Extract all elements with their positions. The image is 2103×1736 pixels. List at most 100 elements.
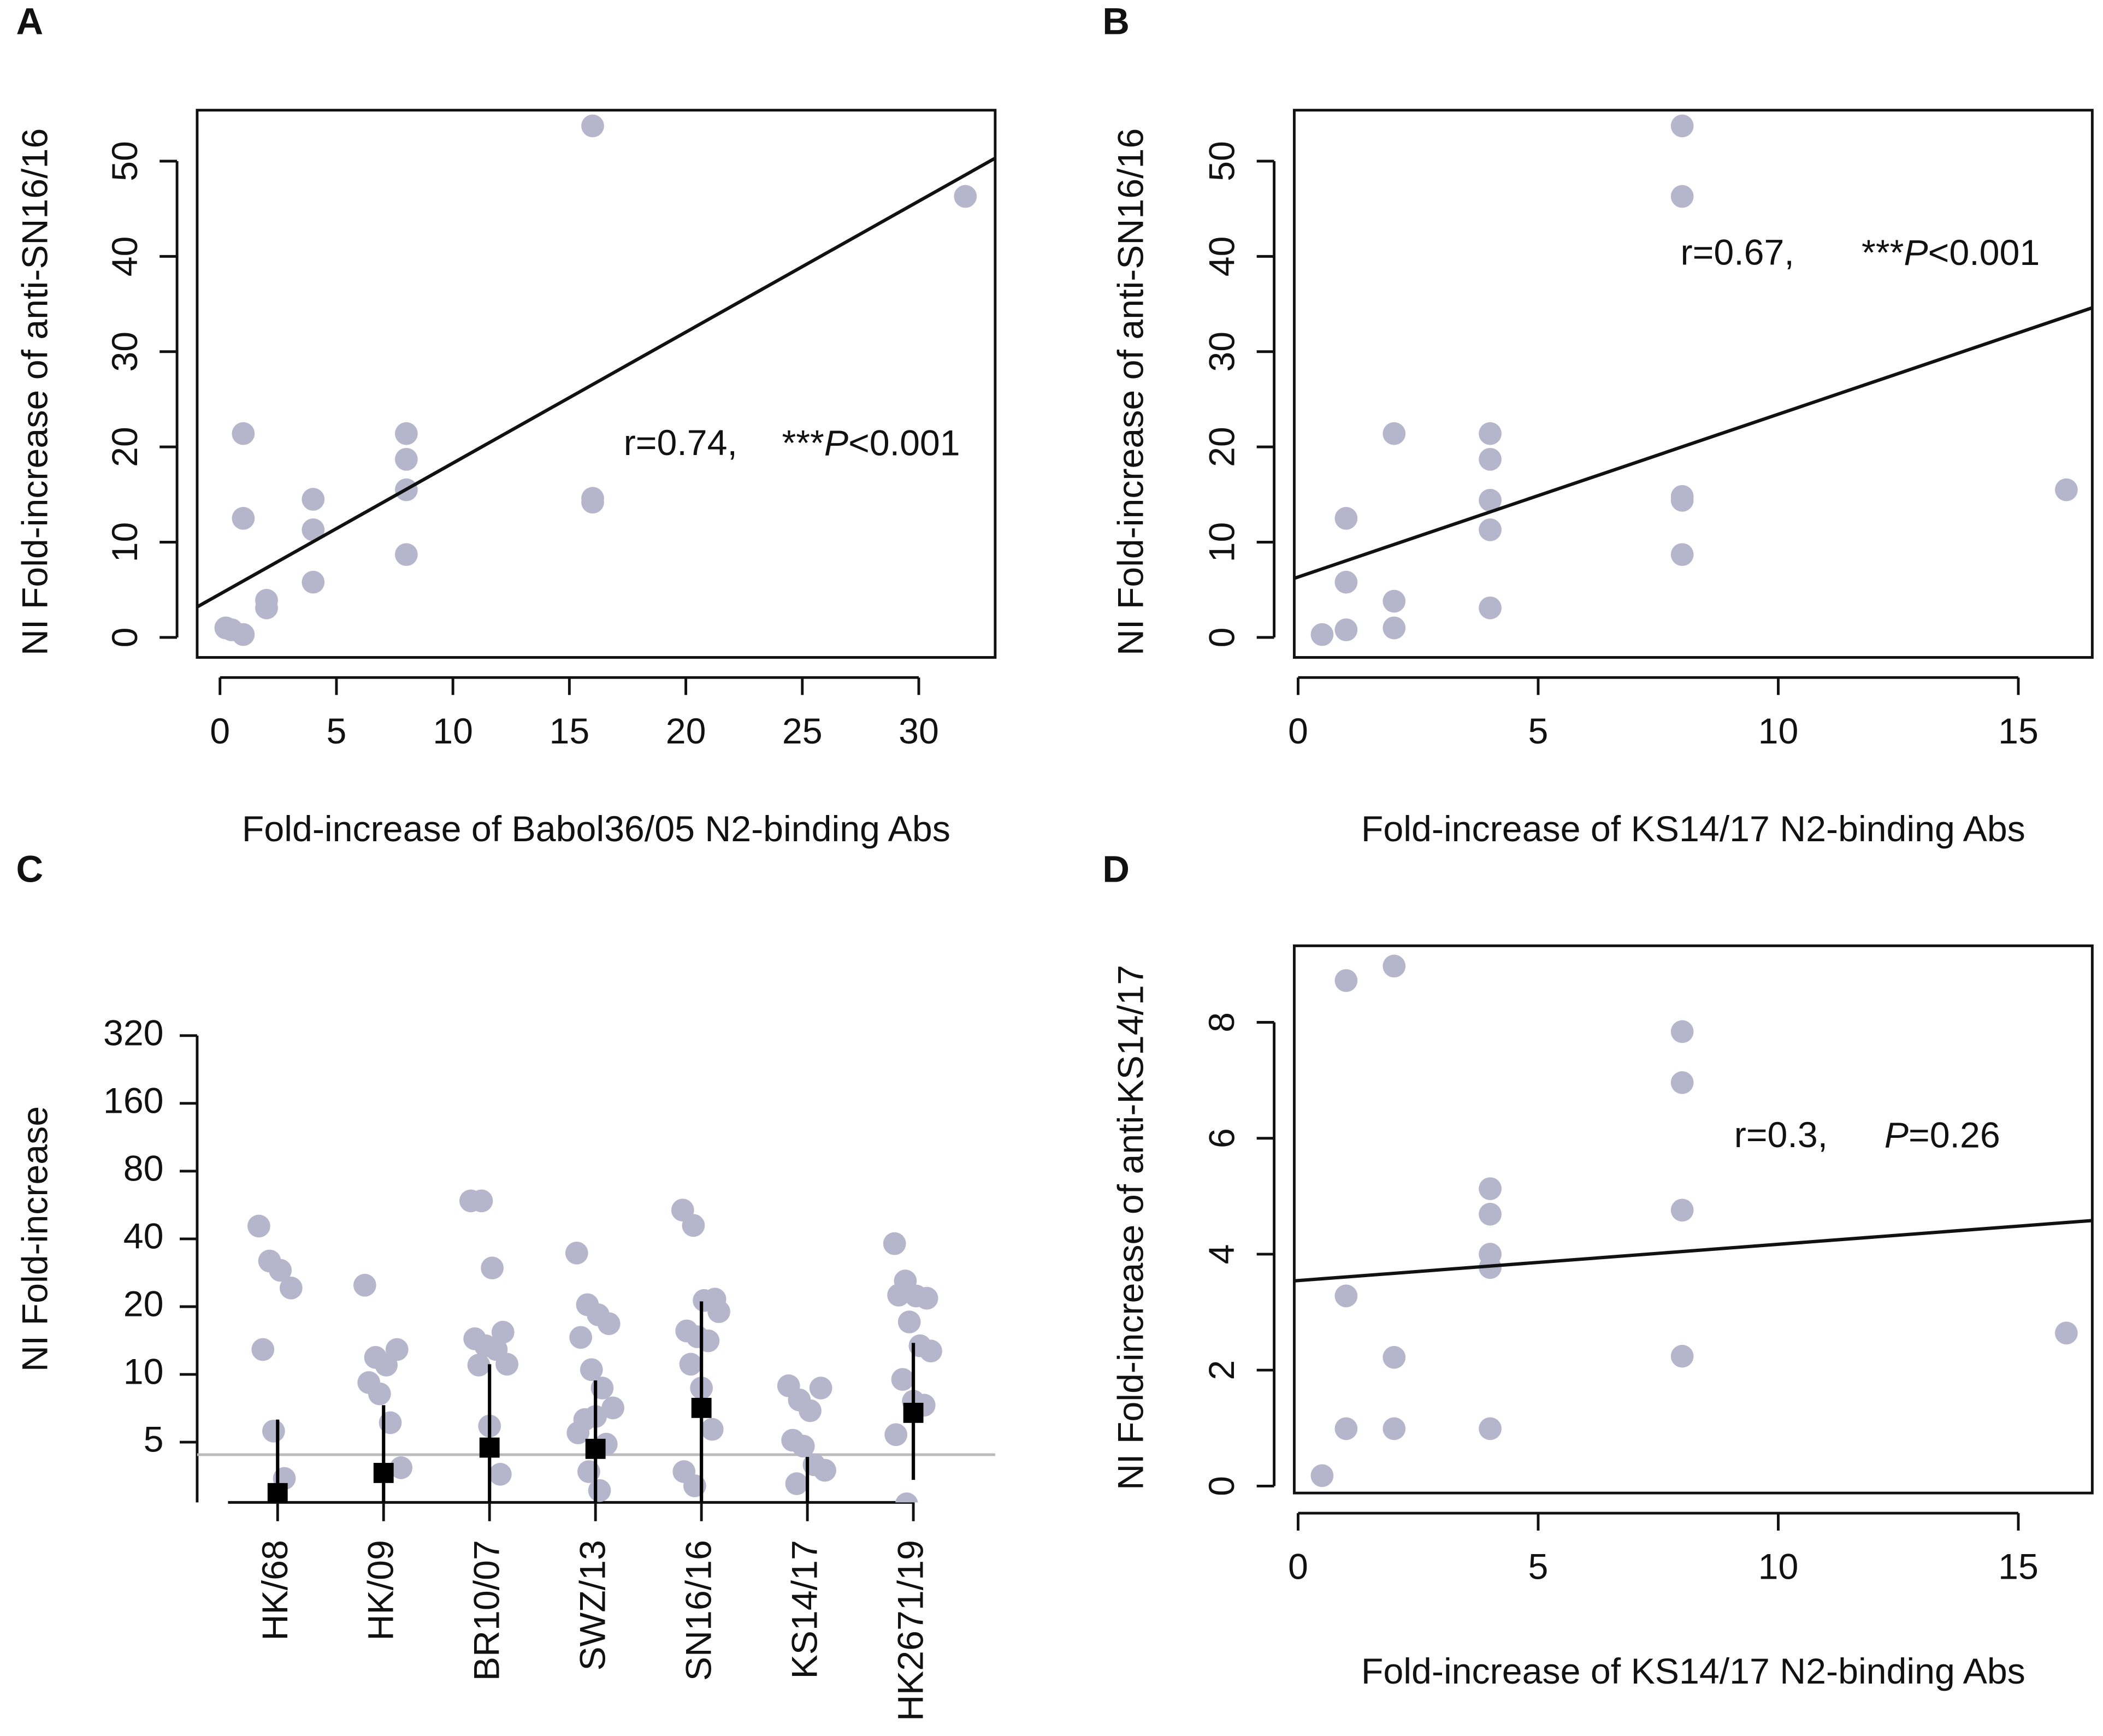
data-point	[251, 1338, 275, 1361]
data-point	[1334, 1284, 1358, 1308]
p-symbol: P	[1904, 232, 1928, 273]
data-point	[1670, 1344, 1694, 1368]
p-annotation: ***P<0.001	[1862, 232, 2040, 273]
y-tick-label: 40	[1202, 237, 1242, 277]
data-point	[368, 1382, 391, 1406]
data-point	[700, 1418, 724, 1441]
data-point	[1334, 969, 1358, 992]
y-tick-label: 320	[103, 1013, 164, 1053]
data-point	[1383, 1417, 1406, 1440]
plot-frame	[196, 109, 997, 659]
data-point	[1383, 1346, 1406, 1369]
trend-line	[1294, 1219, 2093, 1283]
x-tick-label: 15	[550, 711, 590, 752]
plot-frame	[1292, 109, 2094, 659]
data-point	[302, 570, 325, 594]
p-prefix: ***	[782, 423, 824, 463]
x-tick-label: HK/09	[361, 1540, 401, 1640]
data-point	[1334, 507, 1358, 530]
data-point	[813, 1459, 836, 1482]
y-tick-label: 20	[105, 427, 145, 467]
data-point	[707, 1300, 730, 1324]
data-point	[394, 543, 418, 566]
data-point	[262, 1419, 285, 1443]
y-tick-label: 50	[105, 141, 145, 181]
data-point	[1479, 596, 1502, 619]
data-point	[1383, 589, 1406, 613]
data-point	[682, 1214, 705, 1237]
mean-marker	[267, 1483, 288, 1503]
panel-label: C	[16, 848, 43, 890]
data-point	[1479, 422, 1502, 445]
data-point	[1383, 616, 1406, 640]
data-point	[791, 1434, 815, 1458]
x-tick-label: 20	[666, 711, 706, 752]
x-tick-label: 0	[1288, 711, 1308, 752]
data-point	[954, 185, 977, 208]
p-suffix: <0.001	[848, 423, 960, 463]
data-point	[488, 1463, 512, 1486]
data-point	[1670, 485, 1694, 508]
panel-label: D	[1102, 848, 1130, 890]
trend-line	[1294, 306, 2093, 580]
data-point	[588, 1479, 611, 1502]
data-point	[565, 1242, 588, 1265]
x-tick-label: 15	[1998, 1547, 2039, 1587]
y-axis-label: NI Fold-increase of anti-KS14/17	[1110, 965, 1151, 1490]
mean-marker	[691, 1397, 712, 1418]
y-tick-label: 4	[1202, 1244, 1242, 1265]
data-point	[581, 491, 604, 514]
x-tick-label: SWZ/13	[573, 1540, 613, 1670]
data-point	[597, 1312, 621, 1336]
y-axis-label: NI Fold-increase of anti-SN16/16	[15, 128, 55, 656]
data-point	[232, 623, 255, 646]
data-point	[1334, 1417, 1358, 1440]
data-point	[883, 1232, 906, 1255]
y-axis-label: NI Fold-increase of anti-SN16/16	[1110, 128, 1151, 656]
data-point	[1670, 543, 1694, 566]
y-tick-label: 10	[1202, 522, 1242, 563]
x-tick-label: 15	[1998, 711, 2039, 752]
data-point	[1310, 623, 1334, 646]
data-point	[1479, 447, 1502, 471]
p-prefix: ***	[1862, 232, 1904, 273]
data-point	[1479, 488, 1502, 512]
data-point	[1479, 518, 1502, 541]
y-tick-label: 10	[105, 522, 145, 563]
y-tick-label: 40	[123, 1216, 164, 1256]
data-point	[897, 1310, 921, 1333]
x-tick-label: 10	[1758, 1547, 1799, 1587]
y-tick-label: 20	[123, 1284, 164, 1325]
data-point	[566, 1421, 590, 1444]
y-axis-label: NI Fold-increase	[15, 1106, 55, 1372]
data-point	[1670, 1071, 1694, 1094]
data-point	[247, 1214, 270, 1238]
data-point	[569, 1326, 593, 1349]
y-tick-label: 6	[1202, 1128, 1242, 1148]
data-point	[470, 1189, 493, 1213]
data-point	[269, 1259, 292, 1282]
y-tick-label: 0	[1202, 627, 1242, 647]
strip-points	[247, 1189, 942, 1503]
x-tick-label: 25	[782, 711, 823, 752]
data-point	[2055, 478, 2078, 501]
data-point	[1670, 1198, 1694, 1222]
mean-marker	[903, 1402, 924, 1423]
y-tick-label: 0	[1202, 1476, 1242, 1496]
x-axis-label: Fold-increase of KS14/17 N2-binding Abs	[1361, 809, 2025, 849]
x-tick-label: SN16/16	[679, 1540, 719, 1681]
data-point	[1670, 114, 1694, 138]
x-tick-label: 5	[327, 711, 347, 752]
data-point	[809, 1377, 832, 1400]
data-point	[302, 488, 325, 511]
data-point	[884, 1423, 908, 1446]
r-annotation: r=0.74,	[624, 423, 737, 463]
x-tick-label: 5	[1528, 711, 1549, 752]
panel-label: B	[1102, 1, 1130, 43]
p-annotation: P=0.26	[1885, 1115, 2000, 1155]
x-tick-label: BR10/07	[467, 1540, 507, 1681]
data-point	[1334, 570, 1358, 594]
data-point	[581, 114, 604, 138]
x-axis-label: Fold-increase of KS14/17 N2-binding Abs	[1361, 1651, 2025, 1692]
